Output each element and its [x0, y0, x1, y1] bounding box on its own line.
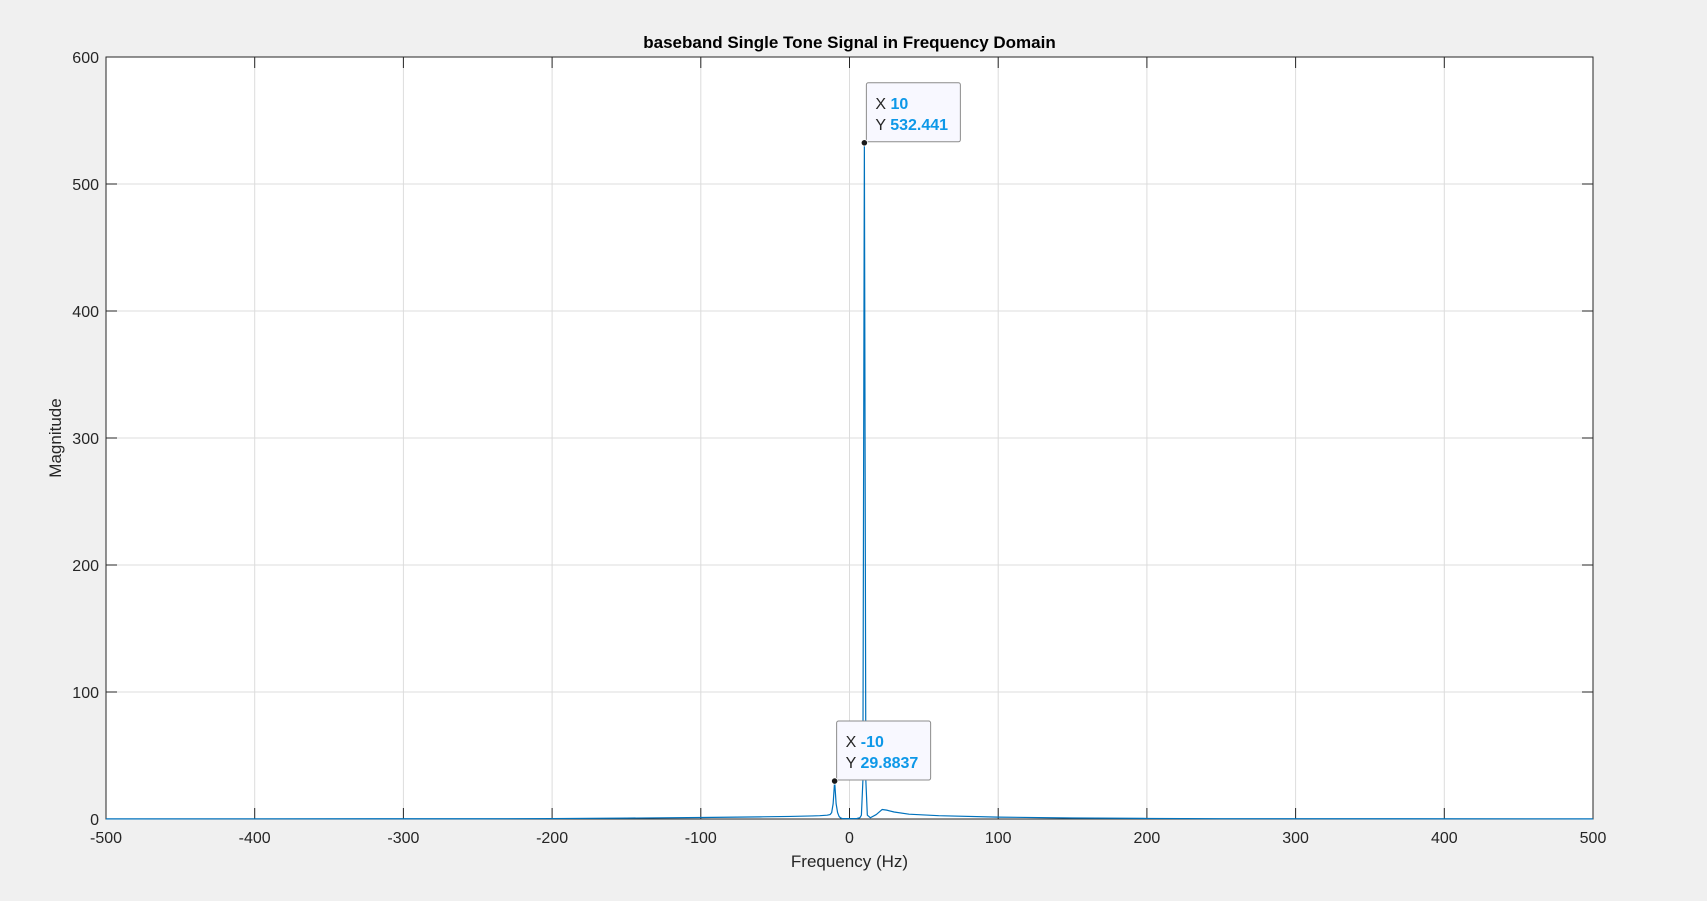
x-tick-label: 100	[985, 830, 1012, 847]
x-tick-label: -400	[239, 830, 271, 847]
y-tick-labels: 0 100 200 300 400 500 600	[72, 50, 99, 829]
datatip-x-value: -10	[861, 734, 884, 751]
y-tick-label: 300	[72, 431, 99, 448]
datatip-x-label: X	[846, 734, 861, 751]
datatip-marker[interactable]	[860, 139, 868, 147]
x-tick-label: 0	[845, 830, 854, 847]
datatip-x-row: X -10	[846, 734, 884, 751]
x-tick-label: -500	[90, 830, 122, 847]
datatip-marker[interactable]	[831, 777, 839, 785]
datatip-y-label: Y	[846, 755, 861, 772]
datatip-y-row: Y 532.441	[875, 117, 948, 134]
y-tick-label: 600	[72, 50, 99, 67]
datatip[interactable]: X 10Y 532.441	[860, 82, 961, 147]
x-tick-label: -300	[387, 830, 419, 847]
x-tick-label: -200	[536, 830, 568, 847]
y-tick-label: 0	[90, 812, 99, 829]
datatip-x-label: X	[875, 96, 890, 113]
x-tick-label: -100	[685, 830, 717, 847]
datatip-x-row: X 10	[875, 96, 908, 113]
x-tick-label: 200	[1134, 830, 1161, 847]
datatip-x-value: 10	[890, 96, 908, 113]
x-tick-labels: -500 -400 -300 -200 -100 0 100 200 300 400 500	[90, 830, 1606, 847]
datatip-y-value: 29.8837	[860, 755, 918, 772]
x-axis-label: Frequency (Hz)	[791, 852, 908, 871]
x-tick-label: 500	[1580, 830, 1607, 847]
y-tick-label: 500	[72, 177, 99, 194]
y-tick-label: 200	[72, 558, 99, 575]
y-tick-label: 100	[72, 685, 99, 702]
datatip-y-label: Y	[875, 117, 890, 134]
x-tick-label: 300	[1282, 830, 1309, 847]
datatip-y-row: Y 29.8837	[846, 755, 919, 772]
x-tick-label: 400	[1431, 830, 1458, 847]
y-axis-label: Magnitude	[46, 398, 65, 477]
chart-title: baseband Single Tone Signal in Frequency…	[643, 33, 1055, 52]
datatip[interactable]: X -10Y 29.8837	[831, 720, 932, 785]
datatip-box[interactable]	[836, 720, 932, 781]
y-tick-label: 400	[72, 304, 99, 321]
datatip-y-value: 532.441	[890, 117, 948, 134]
spectrum-line	[105, 142, 1594, 820]
series	[105, 142, 1594, 820]
datatip-box[interactable]	[865, 82, 961, 143]
